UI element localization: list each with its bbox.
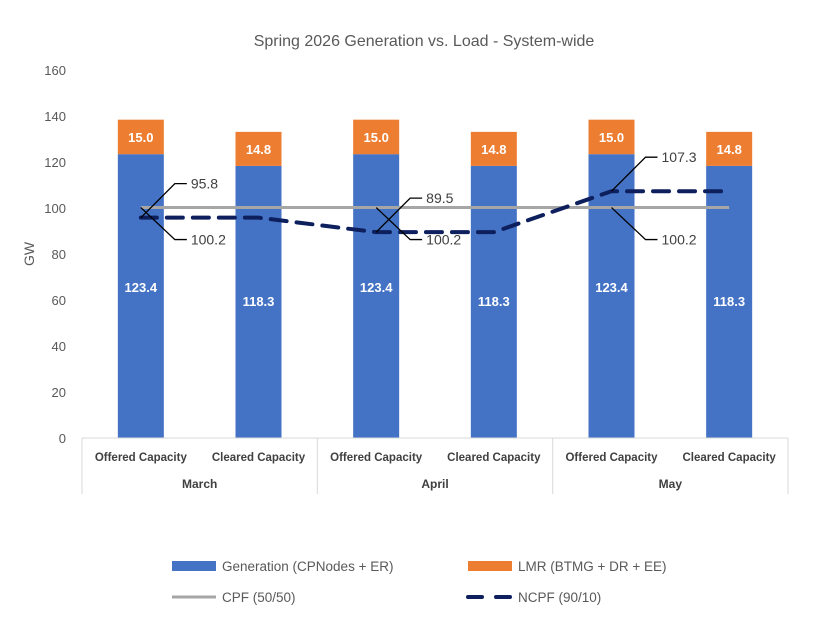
bar-label-generation: 123.4 [360,280,393,295]
y-axis-title: GW [21,241,37,266]
bar-label-generation: 123.4 [595,280,628,295]
y-tick-label: 0 [59,431,66,446]
annotation-label: 100.2 [426,232,461,248]
bar-label-generation: 118.3 [243,294,275,309]
annotation-label: 100.2 [191,232,226,248]
bar-generation [706,165,753,438]
annotation-leader-line [611,156,658,192]
annotation-label: 95.8 [191,176,218,192]
x-group-label: March [182,477,217,491]
legend-swatch-bar [172,561,216,571]
bar-label-generation: 118.3 [713,294,745,309]
y-tick-label: 100 [44,201,66,216]
bar-generation [353,154,400,438]
bar-label-lmr: 14.8 [481,142,506,157]
x-tick-label: Cleared Capacity [212,452,306,464]
y-tick-label: 160 [44,63,66,78]
annotation-label: 107.3 [662,149,697,165]
x-tick-label: Offered Capacity [565,452,658,464]
x-tick-label: Cleared Capacity [447,452,541,464]
y-tick-label: 60 [52,293,66,308]
bar-lmr [235,131,282,166]
legend: Generation (CPNodes + ER) LMR (BTMG + DR … [172,559,667,605]
annotation-leader-line [375,207,423,241]
bar-generation [117,154,164,438]
bar-lmr [353,119,400,155]
annotation-leader-line [140,183,187,219]
x-tick-label: Offered Capacity [95,452,188,464]
bar-generation [588,154,635,438]
bar-label-generation: 123.4 [125,280,158,295]
legend-label: LMR (BTMG + DR + EE) [518,559,667,574]
y-tick-label: 80 [52,247,66,262]
annotation-leader-line [140,207,187,241]
annotation-leader-line [611,207,658,241]
annotation-label: 89.5 [426,190,453,206]
x-group-label: April [421,477,448,491]
legend-label: CPF (50/50) [222,590,296,605]
bar-label-lmr: 14.8 [246,142,271,157]
bar-generation [235,165,282,438]
bar-label-lmr: 15.0 [364,130,389,145]
bar-label-lmr: 15.0 [599,130,624,145]
y-tick-label: 140 [44,109,66,124]
legend-label: Generation (CPNodes + ER) [222,559,393,574]
legend-label: NCPF (90/10) [518,590,601,605]
y-axis-ticks: 0 20 40 60 80 100 120 140 160 [44,63,66,446]
x-axis: Offered Capacity Cleared Capacity Offered … [81,437,789,494]
annotation-leader-line [375,197,423,233]
x-group-label: May [659,477,683,491]
bar-lmr [117,119,164,155]
bar-lmr [706,131,753,166]
chart-title: Spring 2026 Generation vs. Load - System… [254,33,595,50]
ncpf-line [138,189,732,235]
bar-label-generation: 118.3 [478,294,510,309]
legend-swatch-bar [468,561,512,571]
bar-lmr [470,131,517,166]
bar-generation [470,165,517,438]
lines-layer [138,189,732,235]
bar-label-lmr: 14.8 [717,142,742,157]
annotation-label: 100.2 [662,232,697,248]
annotations-layer: 95.8 100.2 89.5 100.2 107.3 100.2 [140,149,697,248]
x-tick-label: Offered Capacity [330,452,423,464]
y-tick-label: 120 [44,155,66,170]
y-tick-label: 20 [52,385,66,400]
bars-layer: 123.4 15.0 118.3 14.8 123.4 15.0 118.3 14.8 123.… [117,119,753,438]
bar-label-lmr: 15.0 [128,130,153,145]
bar-lmr [588,119,635,155]
x-tick-label: Cleared Capacity [683,452,777,464]
y-tick-label: 40 [52,339,66,354]
